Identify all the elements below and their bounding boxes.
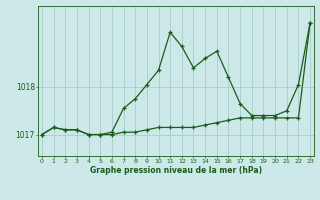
X-axis label: Graphe pression niveau de la mer (hPa): Graphe pression niveau de la mer (hPa) bbox=[90, 166, 262, 175]
